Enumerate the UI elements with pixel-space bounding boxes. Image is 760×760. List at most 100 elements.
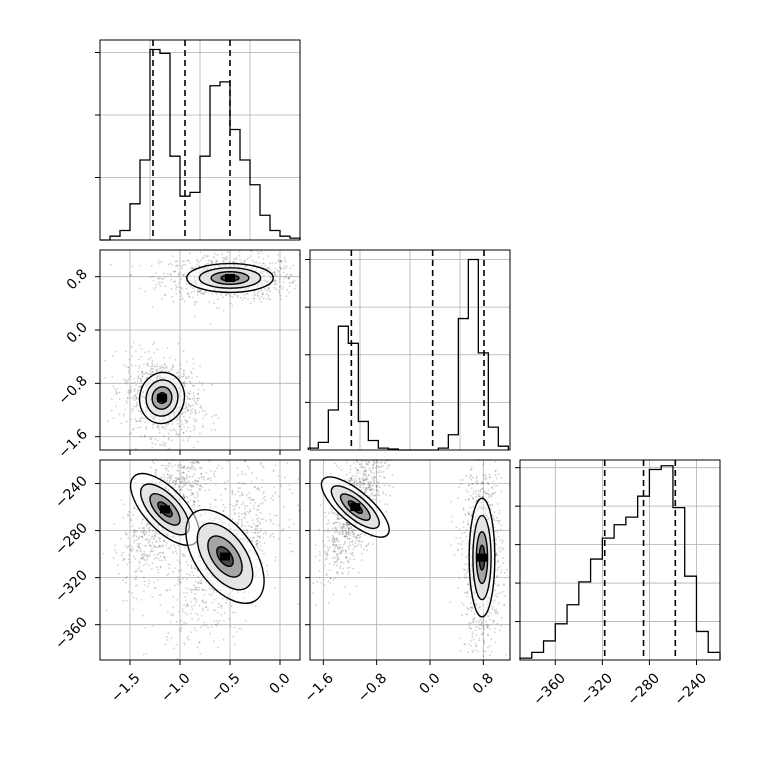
param-1-vs-param-3-point xyxy=(181,610,184,613)
param-1-vs-param-3-point xyxy=(178,578,181,580)
param-1-vs-param-3-point xyxy=(231,518,234,521)
param-1-vs-param-2-point xyxy=(171,439,173,442)
param-2-vs-param-3-x-tick-label: 0.0 xyxy=(417,670,444,697)
param-1-vs-param-2-point xyxy=(146,363,148,366)
param-1-vs-param-2-point xyxy=(293,287,296,290)
param-1-vs-param-3-point xyxy=(281,529,284,532)
param-1-vs-param-2-point xyxy=(188,397,191,400)
param-1-vs-param-2-point xyxy=(188,380,191,383)
param-1-vs-param-3-point xyxy=(201,588,203,591)
param-2-vs-param-3-point xyxy=(353,479,356,482)
param-1-vs-param-2-point xyxy=(132,341,135,344)
param-1-vs-param-3-point xyxy=(140,522,143,524)
param-1-vs-param-3-point xyxy=(181,577,184,580)
param-1-vs-param-3-point xyxy=(148,554,151,557)
param-2-vs-param-3-point xyxy=(359,471,361,473)
param-1-vs-param-2-point xyxy=(185,407,188,409)
param-1-vs-param-3-point xyxy=(122,559,125,562)
param-1-vs-param-2-point xyxy=(160,444,163,447)
param-1-vs-param-2-point xyxy=(154,438,157,440)
param-1-vs-param-3-point xyxy=(171,481,174,484)
param-1-vs-param-3-point xyxy=(156,566,158,569)
param-1-vs-param-2-point xyxy=(194,402,197,405)
param-1-vs-param-2-point xyxy=(134,405,137,408)
param-1-vs-param-3-point xyxy=(210,625,213,628)
param-1-vs-param-3-point xyxy=(265,519,267,522)
param-1-vs-param-3-point xyxy=(187,466,190,468)
param-2-vs-param-3-point xyxy=(362,466,365,469)
param-2-vs-param-3-x-tick-label: 0.8 xyxy=(470,670,497,697)
param-1-vs-param-2-point xyxy=(146,362,149,365)
param-1-vs-param-3-point xyxy=(240,526,243,528)
param-1-vs-param-2-point xyxy=(198,265,201,268)
param-1-vs-param-2-point xyxy=(182,382,185,385)
param-2-vs-param-3-point xyxy=(455,526,458,529)
param-2-vs-param-3-point xyxy=(491,492,494,495)
param-1-vs-param-3-point xyxy=(249,499,252,501)
param-1-vs-param-3-point xyxy=(226,598,228,601)
param-2-vs-param-3-point xyxy=(378,471,380,474)
param-1-vs-param-3-point xyxy=(180,476,183,479)
param-2-vs-param-3-point xyxy=(347,545,350,548)
param-1-vs-param-3-point xyxy=(262,533,265,535)
param-2-vs-param-3-point xyxy=(369,481,372,483)
param-1-vs-param-3-point xyxy=(167,573,170,576)
param-1-vs-param-2-point xyxy=(235,257,237,260)
param-1-vs-param-3-point xyxy=(142,527,144,529)
param-1-vs-param-3-point xyxy=(252,507,255,510)
param-1-vs-param-3-point xyxy=(143,554,146,557)
param-1-vs-param-3-point xyxy=(143,558,145,561)
param-1-vs-param-3-point xyxy=(245,493,248,496)
param-1-vs-param-2-point xyxy=(183,380,186,383)
param-1-vs-param-2-point xyxy=(103,359,106,362)
param-2-vs-param-3-point xyxy=(469,476,471,479)
param-1-vs-param-2-point xyxy=(159,370,161,372)
param-2-vs-param-3-point xyxy=(333,539,336,542)
param-1-vs-param-3-point xyxy=(194,586,197,589)
param-1-vs-param-2-point xyxy=(273,270,276,273)
param-1-vs-param-2-point xyxy=(138,358,140,361)
param-3-marginal-histogram-step xyxy=(519,465,721,660)
param-1-vs-param-3-point xyxy=(257,508,259,510)
param-1-vs-param-3-point xyxy=(154,535,157,538)
param-1-vs-param-2-point xyxy=(224,294,227,296)
param-2-vs-param-3-point xyxy=(333,544,336,547)
param-1-vs-param-3-point xyxy=(209,587,211,590)
param-1-vs-param-2-point xyxy=(129,418,132,421)
param-1-vs-param-2-point xyxy=(139,426,142,428)
param-1-vs-param-3-point xyxy=(248,512,250,514)
param-1-vs-param-3-point xyxy=(135,578,138,580)
param-2-vs-param-3-point xyxy=(325,574,328,576)
param-1-vs-param-3-point xyxy=(122,558,125,560)
param-1-vs-param-3-point xyxy=(169,477,172,479)
param-1-vs-param-2-point xyxy=(179,272,182,275)
param-1-vs-param-2-point xyxy=(165,425,168,428)
param-1-vs-param-2-point xyxy=(183,373,186,376)
param-1-vs-param-3-point xyxy=(223,619,225,622)
param-1-vs-param-2-point xyxy=(187,420,189,423)
param-2-vs-param-3-point xyxy=(345,552,348,554)
param-2-vs-param-3-point xyxy=(366,461,369,463)
param-1-vs-param-2-point xyxy=(188,435,191,438)
param-1-vs-param-2-point xyxy=(268,287,271,289)
param-1-vs-param-2-point xyxy=(187,403,190,405)
param-1-vs-param-3-point xyxy=(202,624,205,627)
param-1-vs-param-2-point xyxy=(160,367,163,369)
param-1-vs-param-3-point xyxy=(165,467,168,470)
param-1-vs-param-2-point xyxy=(130,386,133,389)
param-1-vs-param-2-point xyxy=(252,297,255,300)
param-1-vs-param-3-point xyxy=(143,580,146,582)
param-1-vs-param-3-point xyxy=(237,490,240,493)
param-1-vs-param-2-point xyxy=(180,428,183,431)
param-1-vs-param-3-point xyxy=(145,525,148,527)
param-1-vs-param-2-point xyxy=(192,392,195,394)
param-1-vs-param-2-point xyxy=(184,404,187,407)
param-1-vs-param-2-point xyxy=(175,432,178,434)
param-1-vs-param-2-point xyxy=(195,418,198,421)
param-1-vs-param-3-point xyxy=(191,492,194,495)
param-1-vs-param-2-point xyxy=(222,259,225,262)
param-1-vs-param-2-point xyxy=(282,267,285,270)
param-1-vs-param-2-point xyxy=(215,261,217,263)
param-1-vs-param-2-point xyxy=(124,380,127,383)
param-2-vs-param-3-point xyxy=(349,537,351,540)
